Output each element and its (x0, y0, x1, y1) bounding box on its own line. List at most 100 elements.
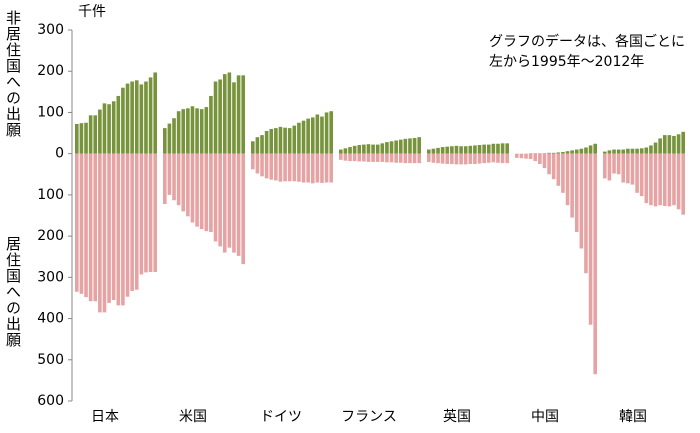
bar (190, 153, 195, 223)
bar (584, 147, 588, 154)
bar (505, 143, 509, 154)
bar (459, 153, 463, 165)
bar (352, 145, 357, 154)
bar (227, 153, 232, 248)
bar (222, 74, 227, 154)
bar (570, 153, 574, 218)
bar (324, 112, 329, 154)
bar (315, 114, 320, 154)
series-label: 非居住国への出願 (4, 10, 22, 138)
bar (473, 145, 477, 154)
bar (463, 146, 468, 154)
bar (398, 139, 403, 154)
bar (505, 153, 509, 164)
bar (227, 72, 232, 154)
bar (172, 118, 176, 154)
bar (232, 82, 236, 154)
bar (269, 128, 274, 154)
bar (139, 84, 144, 154)
bar (348, 153, 352, 162)
bar (148, 77, 153, 154)
bar (195, 108, 199, 154)
bar (561, 152, 565, 154)
bar (297, 153, 301, 182)
bar (427, 153, 431, 162)
bar (324, 153, 329, 183)
bar (389, 141, 394, 154)
bar (473, 153, 477, 164)
bar (241, 75, 245, 154)
bar (102, 103, 107, 154)
bar (176, 153, 181, 206)
bar (436, 147, 440, 154)
bar (389, 153, 394, 163)
annotation: グラフのデータは、各国ごとに (489, 33, 685, 50)
bar (287, 128, 292, 154)
bar (320, 153, 324, 183)
bar (255, 137, 260, 154)
bar (320, 116, 324, 154)
bar (255, 153, 260, 174)
bar (385, 153, 389, 163)
bar (366, 153, 371, 162)
bar (260, 135, 264, 154)
y-tick-label: 100 (37, 104, 64, 120)
bar (352, 153, 357, 162)
bar (121, 153, 125, 306)
bar (343, 153, 348, 161)
bar (186, 153, 190, 217)
x-tick-label: 米国 (179, 409, 207, 425)
bar (398, 153, 403, 163)
bar (84, 122, 88, 154)
bar (547, 153, 551, 175)
series-label: 居住国への出願 (4, 236, 22, 348)
bar (450, 146, 454, 154)
bar (515, 153, 519, 158)
bar (588, 145, 593, 154)
bar (125, 83, 130, 154)
bar (649, 145, 653, 154)
bar (274, 128, 278, 154)
bar (241, 153, 245, 265)
y-tick-label: 200 (37, 228, 64, 244)
x-tick-label: 日本 (91, 409, 119, 425)
bar (486, 144, 491, 154)
bar (477, 153, 482, 164)
bar (408, 153, 412, 164)
bar (482, 144, 486, 154)
bar (463, 153, 468, 165)
bar (496, 143, 500, 154)
bar (278, 153, 283, 182)
bar (574, 149, 579, 154)
bar (593, 153, 597, 375)
bar (274, 153, 278, 181)
bar (412, 153, 417, 164)
bar (134, 80, 139, 154)
bar (375, 144, 380, 154)
bar (417, 153, 421, 164)
bar (672, 135, 676, 154)
bar (251, 153, 255, 170)
y-tick-label: 500 (37, 352, 64, 368)
bar (93, 153, 98, 302)
bar (310, 153, 315, 184)
bar (209, 153, 213, 232)
bar (593, 143, 597, 154)
bar (454, 153, 459, 165)
bar (371, 153, 375, 162)
bar (450, 153, 454, 164)
bar (653, 153, 658, 207)
bar (199, 109, 204, 154)
y-tick-label: 300 (37, 22, 64, 38)
bar (431, 148, 436, 154)
bar (292, 153, 297, 182)
bar (482, 153, 486, 164)
bar (116, 153, 121, 306)
bar (362, 144, 366, 154)
bar (626, 148, 630, 154)
bar (427, 149, 431, 154)
bar (412, 138, 417, 154)
bar (630, 153, 635, 185)
bar (621, 149, 626, 154)
